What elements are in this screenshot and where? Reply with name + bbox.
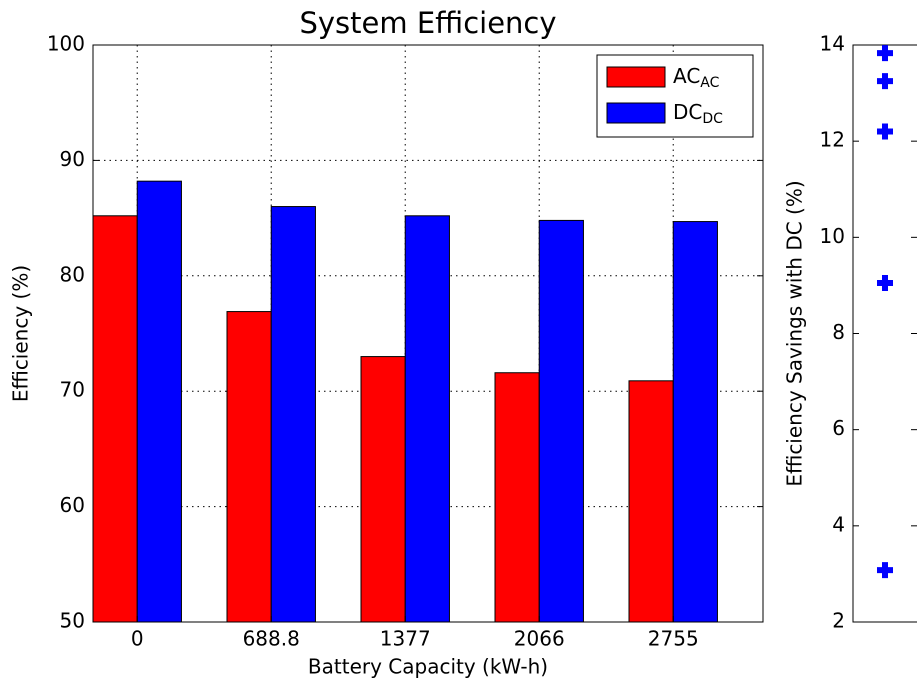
bar — [404, 215, 450, 623]
bar — [270, 206, 316, 623]
x-axis-label: Battery Capacity (kW-h) — [308, 655, 548, 679]
chart-title: System Efficiency — [299, 6, 556, 40]
x-tick-label: 2066 — [514, 627, 565, 651]
bar — [136, 180, 182, 623]
point — [877, 45, 893, 62]
y-tick-label: 6 — [832, 416, 845, 440]
y-tick-label: 70 — [60, 378, 85, 402]
y-tick-label: 14 — [820, 32, 845, 56]
y-tick-label: 12 — [820, 128, 845, 152]
x-tick-label: 0 — [131, 627, 144, 651]
bar — [628, 380, 674, 623]
bar — [672, 221, 718, 623]
point — [877, 562, 893, 579]
y-tick-label: 8 — [832, 320, 845, 344]
point — [877, 275, 893, 292]
legend-subscript: DC — [702, 111, 723, 127]
y-tick-label: 100 — [47, 32, 85, 56]
legend-label: DCDC — [673, 100, 723, 128]
y-tick-label: 2 — [832, 609, 845, 633]
y-axis-label: Efficiency (%) — [9, 265, 33, 402]
plot-frame — [92, 44, 764, 623]
x-tick-label: 2755 — [648, 627, 699, 651]
legend-name: AC — [673, 64, 700, 88]
legend-subscript: AC — [700, 75, 719, 91]
x-tick-label: 688.8 — [243, 627, 300, 651]
y-tick-label: 50 — [60, 609, 85, 633]
y-tick-label: 60 — [60, 493, 85, 517]
legend-swatch — [606, 102, 666, 124]
y-tick-label: 10 — [820, 224, 845, 248]
y-tick-label: 90 — [60, 147, 85, 171]
legend: ACAC DCDC — [596, 54, 754, 138]
y-tick-label: 4 — [832, 512, 845, 536]
bar — [92, 215, 138, 623]
bar — [226, 311, 272, 623]
y-axis-label: Efficiency Savings with DC (%) — [783, 180, 807, 486]
plot-frame — [852, 44, 917, 623]
legend-swatch — [606, 66, 666, 88]
legend-name: DC — [673, 100, 702, 124]
point — [877, 123, 893, 140]
bar — [360, 356, 406, 623]
bar — [494, 372, 540, 623]
legend-label: ACAC — [673, 64, 720, 92]
point — [877, 73, 893, 90]
x-tick-label: 1377 — [380, 627, 431, 651]
y-tick-label: 80 — [60, 262, 85, 286]
bar — [538, 219, 584, 623]
